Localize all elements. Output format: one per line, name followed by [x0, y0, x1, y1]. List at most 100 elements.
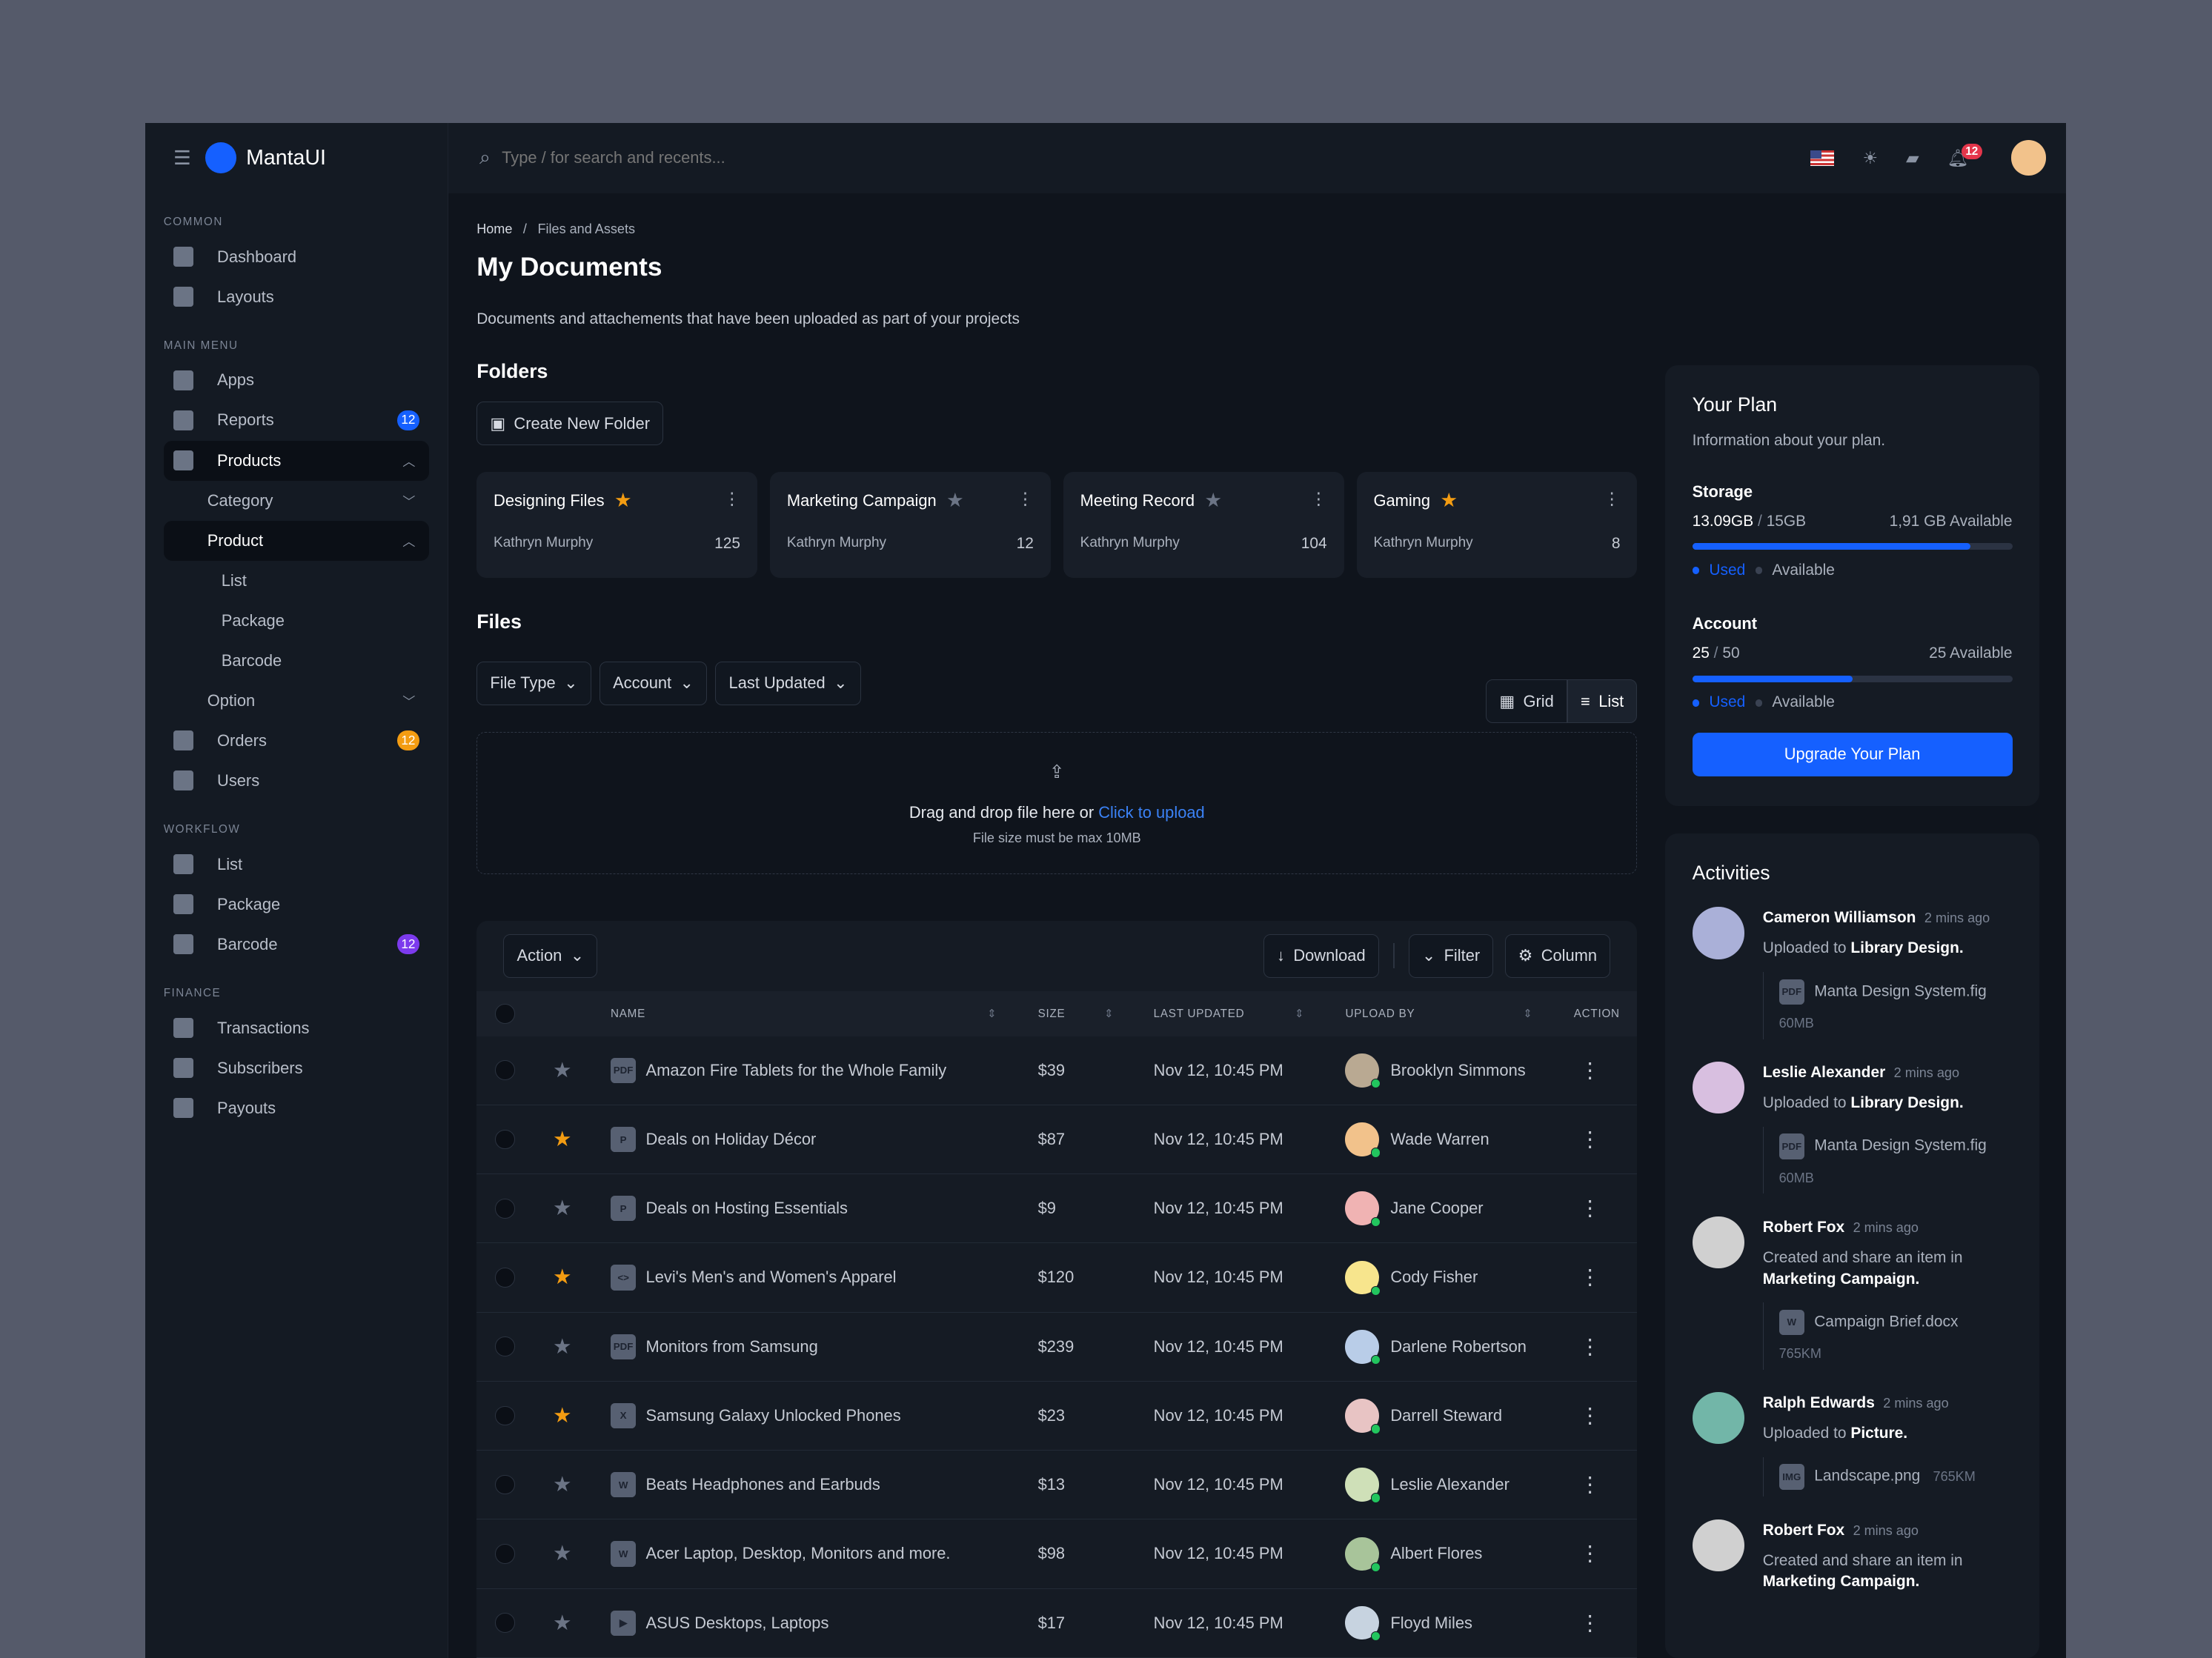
table-row[interactable]: ★ W Acer Laptop, Desktop, Monitors and mo…: [476, 1519, 1638, 1589]
menu-icon[interactable]: ☰: [173, 146, 191, 169]
upgrade-plan-button[interactable]: Upgrade Your Plan: [1692, 732, 2013, 776]
activity-target[interactable]: Library Design.: [1850, 1094, 1964, 1112]
sidebar-item-option[interactable]: Option ﹀: [164, 681, 430, 721]
more-vertical-icon[interactable]: ⋮: [1579, 1403, 1601, 1428]
chat-icon[interactable]: ▰: [1906, 147, 1919, 167]
sidebar-item-barcode[interactable]: Barcode: [164, 641, 430, 681]
table-row[interactable]: ★ X Samsung Galaxy Unlocked Phones $23 No…: [476, 1382, 1638, 1451]
star-icon[interactable]: ★: [552, 1611, 572, 1635]
bell-icon[interactable]: 🔔︎ 12: [1947, 143, 1982, 168]
attachment[interactable]: W Campaign Brief.docx 765KM: [1762, 1302, 2013, 1370]
file-name[interactable]: Levi's Men's and Women's Apparel: [645, 1268, 897, 1287]
search-input[interactable]: [502, 148, 1066, 168]
header-name[interactable]: NAME: [610, 1007, 645, 1020]
table-row[interactable]: ★ <> Levi's Men's and Women's Apparel $12…: [476, 1243, 1638, 1313]
header-size[interactable]: SIZE: [1037, 1007, 1066, 1020]
sidebar-item-reports[interactable]: Reports 12: [164, 400, 430, 440]
row-checkbox[interactable]: [494, 1198, 515, 1219]
sidebar-item-package[interactable]: Package: [164, 601, 430, 641]
filter-dropdown[interactable]: Last Updated ⌄: [715, 661, 861, 705]
more-vertical-icon[interactable]: ⋮: [1579, 1473, 1601, 1497]
sidebar-item-users[interactable]: Users: [164, 761, 430, 801]
attachment[interactable]: PDF Manta Design System.fig 60MB: [1762, 1126, 2013, 1194]
download-button[interactable]: ↓ Download: [1263, 933, 1379, 978]
sidebar-item-transactions[interactable]: Transactions: [164, 1008, 430, 1048]
file-name[interactable]: Samsung Galaxy Unlocked Phones: [645, 1405, 901, 1425]
table-row[interactable]: ★ PDF Amazon Fire Tablets for the Whole F…: [476, 1036, 1638, 1105]
table-row[interactable]: ★ P Deals on Hosting Essentials $9 Nov 12…: [476, 1174, 1638, 1244]
file-name[interactable]: Deals on Hosting Essentials: [645, 1199, 848, 1218]
star-icon[interactable]: ★: [552, 1058, 572, 1082]
activity-user[interactable]: Ralph Edwards: [1762, 1394, 1875, 1412]
theme-sun-icon[interactable]: ☀: [1862, 147, 1878, 167]
folder-card[interactable]: Marketing Campaign ★ ⋮ Kathryn Murphy 12: [770, 472, 1051, 579]
select-all-checkbox[interactable]: [494, 1003, 515, 1024]
table-row[interactable]: ★ ▶ ASUS Desktops, Laptops $17 Nov 12, 10…: [476, 1589, 1638, 1658]
more-vertical-icon[interactable]: ⋮: [723, 489, 741, 509]
more-vertical-icon[interactable]: ⋮: [1579, 1196, 1601, 1221]
sidebar-item-package[interactable]: Package: [164, 885, 430, 925]
column-button[interactable]: ⚙ Column: [1504, 933, 1611, 978]
sidebar-item-orders[interactable]: Orders 12: [164, 721, 430, 761]
click-to-upload-link[interactable]: Click to upload: [1098, 802, 1205, 822]
file-name[interactable]: Deals on Holiday Décor: [645, 1130, 817, 1148]
sort-icon[interactable]: ⇕: [1104, 1008, 1115, 1021]
star-icon[interactable]: ★: [946, 489, 964, 512]
activity-target[interactable]: Library Design.: [1850, 939, 1964, 957]
folder-card[interactable]: Designing Files ★ ⋮ Kathryn Murphy 125: [476, 472, 757, 579]
folder-card[interactable]: Meeting Record ★ ⋮ Kathryn Murphy 104: [1063, 472, 1344, 579]
view-grid-button[interactable]: ▦ Grid: [1486, 679, 1567, 724]
more-vertical-icon[interactable]: ⋮: [1579, 1128, 1601, 1151]
more-vertical-icon[interactable]: ⋮: [1579, 1542, 1601, 1566]
table-row[interactable]: ★ PDF Monitors from Samsung $239 Nov 12, …: [476, 1313, 1638, 1382]
file-name[interactable]: Amazon Fire Tablets for the Whole Family: [645, 1060, 947, 1079]
more-vertical-icon[interactable]: ⋮: [1579, 1265, 1601, 1290]
sidebar-item-barcode[interactable]: Barcode 12: [164, 925, 430, 965]
sidebar-item-products[interactable]: Products ︿: [163, 440, 430, 481]
sidebar-item-apps[interactable]: Apps: [164, 360, 430, 400]
activity-user[interactable]: Robert Fox: [1762, 1218, 1845, 1236]
breadcrumb-home[interactable]: Home: [476, 221, 513, 236]
file-name[interactable]: Acer Laptop, Desktop, Monitors and more.: [645, 1544, 951, 1563]
row-checkbox[interactable]: [494, 1060, 515, 1081]
filter-dropdown[interactable]: Account ⌄: [599, 661, 708, 705]
star-icon[interactable]: ★: [552, 1334, 572, 1359]
star-icon[interactable]: ★: [552, 1473, 572, 1497]
upload-dropzone[interactable]: ⇪ Drag and drop file here or Click to up…: [476, 732, 1638, 875]
more-vertical-icon[interactable]: ⋮: [1579, 1058, 1601, 1082]
table-row[interactable]: ★ W Beats Headphones and Earbuds $13 Nov …: [476, 1451, 1638, 1520]
sidebar-item-category[interactable]: Category ﹀: [164, 481, 430, 521]
create-folder-button[interactable]: ▣ Create New Folder: [476, 402, 664, 446]
row-checkbox[interactable]: [494, 1336, 515, 1357]
header-upload-by[interactable]: UPLOAD BY: [1345, 1007, 1415, 1020]
sort-icon[interactable]: ⇕: [1523, 1008, 1533, 1021]
user-avatar[interactable]: [2010, 140, 2047, 176]
sidebar-item-dashboard[interactable]: Dashboard: [164, 237, 430, 277]
activity-user[interactable]: Robert Fox: [1762, 1521, 1845, 1539]
activity-target[interactable]: Picture.: [1850, 1425, 1908, 1442]
row-checkbox[interactable]: [494, 1544, 515, 1564]
row-checkbox[interactable]: [494, 1405, 515, 1426]
row-checkbox[interactable]: [494, 1474, 515, 1495]
file-name[interactable]: ASUS Desktops, Laptops: [645, 1613, 829, 1632]
file-name[interactable]: Monitors from Samsung: [645, 1336, 818, 1356]
star-icon[interactable]: ★: [552, 1403, 572, 1428]
action-dropdown[interactable]: Action ⌄: [503, 933, 598, 978]
star-icon[interactable]: ★: [552, 1128, 572, 1151]
attachment[interactable]: IMG Landscape.png 765KM: [1762, 1456, 2013, 1497]
flag-us-icon[interactable]: [1810, 150, 1835, 166]
filter-button[interactable]: ⌄ Filter: [1408, 933, 1494, 978]
sort-icon[interactable]: ⇕: [1294, 1008, 1305, 1021]
more-vertical-icon[interactable]: ⋮: [1603, 489, 1621, 509]
more-vertical-icon[interactable]: ⋮: [1579, 1611, 1601, 1635]
more-vertical-icon[interactable]: ⋮: [1579, 1334, 1601, 1359]
sidebar-item-layouts[interactable]: Layouts: [164, 277, 430, 317]
activity-user[interactable]: Cameron Williamson: [1762, 909, 1916, 927]
star-icon[interactable]: ★: [1440, 489, 1458, 512]
star-icon[interactable]: ★: [614, 489, 632, 512]
row-checkbox[interactable]: [494, 1268, 515, 1288]
folder-card[interactable]: Gaming ★ ⋮ Kathryn Murphy 8: [1356, 472, 1638, 579]
star-icon[interactable]: ★: [552, 1265, 572, 1290]
row-checkbox[interactable]: [494, 1129, 515, 1150]
star-icon[interactable]: ★: [552, 1542, 572, 1566]
